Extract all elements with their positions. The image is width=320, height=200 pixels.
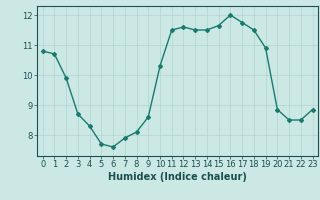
- X-axis label: Humidex (Indice chaleur): Humidex (Indice chaleur): [108, 172, 247, 182]
